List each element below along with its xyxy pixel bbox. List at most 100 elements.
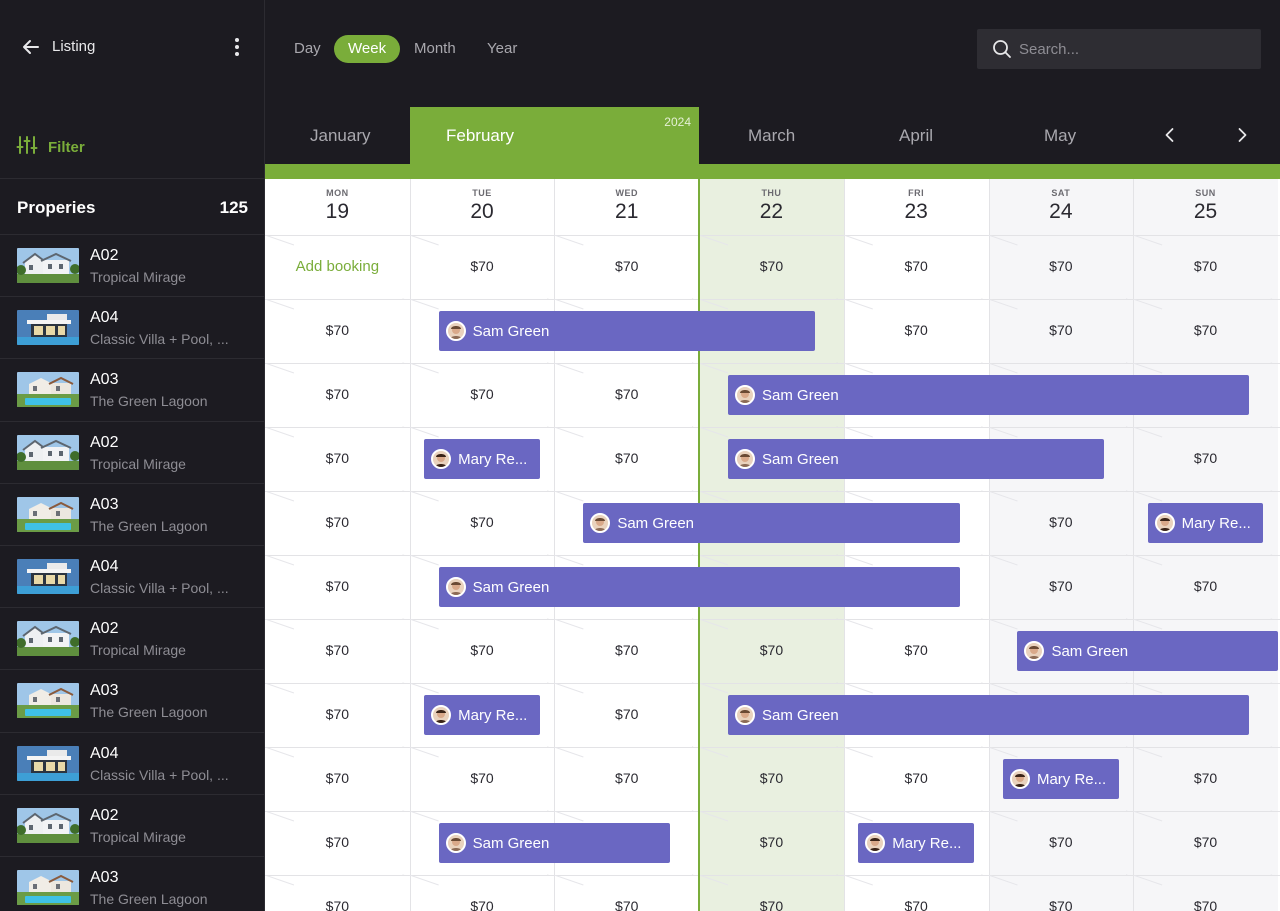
month-january[interactable]: January [310, 126, 371, 145]
price-cell[interactable]: $70 [615, 642, 639, 658]
guest-avatar [735, 449, 756, 469]
price-cell[interactable]: $70 [1193, 898, 1218, 911]
price-cell[interactable]: $70 [470, 770, 494, 786]
property-list-item[interactable]: A02 Tropical Mirage [0, 795, 265, 857]
property-list-item[interactable]: A03 The Green Lagoon [0, 484, 265, 546]
booking-bar[interactable]: Mary Re... [424, 695, 540, 735]
booking-bar[interactable]: Sam Green [728, 439, 1105, 479]
tab-year[interactable]: Year [487, 40, 518, 57]
price-cell[interactable]: $70 [325, 770, 350, 786]
day-number: 23 [904, 200, 928, 223]
price-cell[interactable]: $70 [615, 898, 639, 911]
price-cell[interactable]: $70 [470, 258, 494, 274]
price-cell[interactable]: $70 [759, 770, 784, 786]
search-input[interactable] [1019, 29, 1249, 69]
tab-week[interactable]: Week [334, 35, 401, 63]
chevron-left-icon[interactable] [1160, 125, 1180, 145]
month-february[interactable]: February 2024 [410, 107, 699, 164]
day-of-week: FRI [908, 188, 925, 198]
price-cell[interactable]: $70 [1193, 834, 1218, 850]
price-cell[interactable]: $70 [615, 386, 639, 402]
price-cell[interactable]: $70 [1193, 578, 1218, 594]
row-divider [265, 811, 1280, 812]
price-cell[interactable]: $70 [904, 642, 928, 658]
price-cell[interactable]: $70 [470, 514, 494, 530]
price-cell[interactable]: $70 [759, 642, 784, 658]
month-april[interactable]: April [899, 126, 934, 145]
booking-bar[interactable]: Sam Green [728, 695, 1249, 735]
property-list-item[interactable]: A04 Classic Villa + Pool, ... [0, 297, 265, 360]
price-cell[interactable]: $70 [1049, 514, 1073, 530]
booking-bar[interactable]: Mary Re... [1002, 759, 1119, 799]
add-booking-button[interactable]: Add booking [295, 258, 380, 275]
month-march[interactable]: March [748, 126, 796, 145]
property-code: A04 [90, 557, 119, 575]
price-cell[interactable]: $70 [904, 258, 928, 274]
tab-day[interactable]: Day [294, 40, 321, 57]
price-cell[interactable]: $70 [1049, 578, 1073, 594]
day-header: FRI 23 [844, 179, 989, 235]
day-header: MON 19 [265, 179, 410, 235]
more-options-icon[interactable] [229, 36, 245, 58]
price-cell[interactable]: $70 [1193, 450, 1218, 466]
price-cell[interactable]: $70 [325, 834, 350, 850]
price-cell[interactable]: $70 [325, 322, 350, 338]
price-cell[interactable]: $70 [325, 450, 350, 466]
price-cell[interactable]: $70 [1193, 258, 1218, 274]
price-cell[interactable]: $70 [904, 898, 928, 911]
price-cell[interactable]: $70 [470, 898, 494, 911]
price-cell[interactable]: $70 [325, 642, 350, 658]
property-code: A04 [90, 744, 119, 762]
price-cell[interactable]: $70 [615, 706, 639, 722]
price-cell[interactable]: $70 [1049, 834, 1073, 850]
booking-bar[interactable]: Sam Green [438, 823, 671, 863]
price-cell[interactable]: $70 [470, 642, 494, 658]
property-code: A03 [90, 495, 119, 513]
price-cell[interactable]: $70 [470, 386, 494, 402]
booking-bar[interactable]: Mary Re... [858, 823, 975, 863]
month-may[interactable]: May [1044, 126, 1077, 145]
property-list-item[interactable]: A03 The Green Lagoon [0, 359, 265, 422]
price-cell[interactable]: $70 [1049, 258, 1073, 274]
property-list-item[interactable]: A04 Classic Villa + Pool, ... [0, 546, 265, 609]
price-cell[interactable]: $70 [325, 898, 350, 911]
price-cell[interactable]: $70 [325, 386, 350, 402]
price-cell[interactable]: $70 [1049, 322, 1073, 338]
price-cell[interactable]: $70 [325, 514, 350, 530]
property-code: A02 [90, 620, 119, 638]
price-cell[interactable]: $70 [759, 258, 784, 274]
property-list-item[interactable]: A03 The Green Lagoon [0, 670, 265, 733]
booking-bar[interactable]: Sam Green [438, 311, 815, 351]
price-cell[interactable]: $70 [615, 258, 639, 274]
property-list-item[interactable]: A02 Tropical Mirage [0, 422, 265, 484]
property-list-item[interactable]: A03 The Green Lagoon [0, 857, 265, 911]
price-cell[interactable]: $70 [904, 770, 928, 786]
booking-bar[interactable]: Sam Green [438, 567, 960, 607]
price-cell[interactable]: $70 [325, 578, 350, 594]
price-cell[interactable]: $70 [615, 770, 639, 786]
row-divider [265, 619, 1280, 620]
back-arrow-icon[interactable] [20, 36, 42, 58]
booking-bar[interactable]: Sam Green [728, 375, 1249, 415]
price-cell[interactable]: $70 [1049, 898, 1073, 911]
booking-bar[interactable]: Mary Re... [424, 439, 540, 479]
price-cell[interactable]: $70 [1193, 770, 1218, 786]
property-list-item[interactable]: A04 Classic Villa + Pool, ... [0, 733, 265, 795]
booking-bar[interactable]: Sam Green [1017, 631, 1278, 671]
price-cell[interactable]: $70 [325, 706, 350, 722]
guest-name: Mary Re... [458, 450, 528, 468]
price-cell[interactable]: $70 [615, 450, 639, 466]
row-hatch [265, 555, 1273, 619]
price-cell[interactable]: $70 [759, 898, 784, 911]
booking-bar[interactable]: Sam Green [583, 503, 960, 543]
filter-button[interactable]: Filter [16, 134, 85, 161]
booking-bar[interactable]: Mary Re... [1147, 503, 1264, 543]
chevron-right-icon[interactable] [1232, 125, 1252, 145]
property-list-item[interactable]: A02 Tropical Mirage [0, 608, 265, 671]
property-list-item[interactable]: A02 Tropical Mirage [0, 235, 265, 298]
property-thumbnail [17, 434, 79, 470]
price-cell[interactable]: $70 [904, 322, 928, 338]
tab-month[interactable]: Month [414, 40, 456, 57]
price-cell[interactable]: $70 [1193, 322, 1218, 338]
price-cell[interactable]: $70 [759, 834, 784, 850]
